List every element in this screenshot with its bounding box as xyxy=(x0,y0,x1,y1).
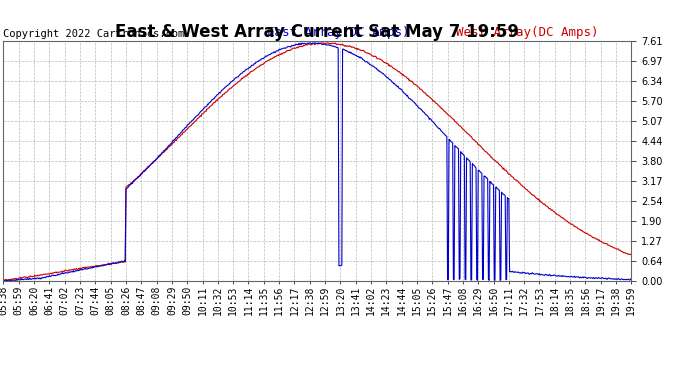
Text: West Array(DC Amps): West Array(DC Amps) xyxy=(455,26,598,39)
Text: Copyright 2022 Cartronics.com: Copyright 2022 Cartronics.com xyxy=(3,29,185,39)
Title: East & West Array Current Sat May 7 19:59: East & West Array Current Sat May 7 19:5… xyxy=(115,23,520,41)
Text: East Array(DC Amps): East Array(DC Amps) xyxy=(267,26,410,39)
